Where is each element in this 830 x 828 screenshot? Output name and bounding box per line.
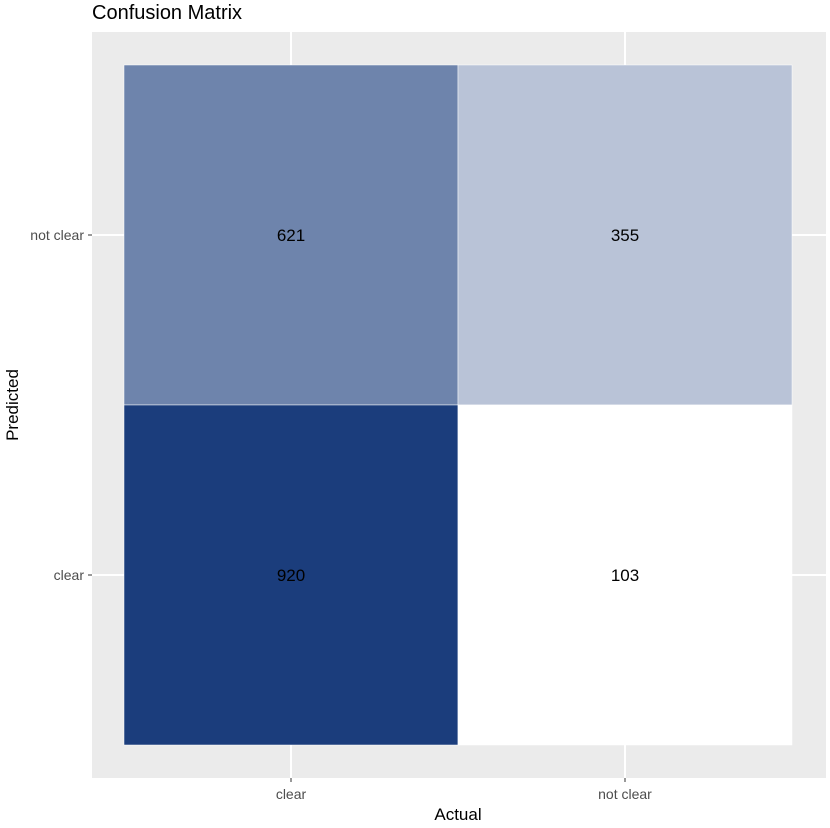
heatmap-cells	[123, 64, 793, 746]
cell-not-clear-not-clear	[457, 64, 793, 406]
cell-value-labels: 621 355 920 103	[277, 226, 639, 585]
cell-clear-not-clear	[457, 404, 793, 746]
y-axis-ticks: clear not clear	[30, 227, 92, 583]
x-axis-title: Actual	[434, 805, 481, 824]
chart-title: Confusion Matrix	[92, 2, 242, 24]
x-tick-label-clear: clear	[276, 786, 307, 802]
y-tick-label-clear: clear	[54, 567, 85, 583]
y-tick-label-not-clear: not clear	[30, 227, 84, 243]
cell-clear-clear	[123, 404, 459, 746]
cell-label-not-clear-clear: 621	[277, 226, 305, 245]
cell-label-clear-not-clear: 103	[611, 566, 639, 585]
cell-label-clear-clear: 920	[277, 566, 305, 585]
x-tick-label-not-clear: not clear	[598, 786, 652, 802]
y-axis-title: Predicted	[3, 369, 22, 441]
cell-label-not-clear-not-clear: 355	[611, 226, 639, 245]
x-axis-ticks: clear not clear	[276, 778, 652, 802]
